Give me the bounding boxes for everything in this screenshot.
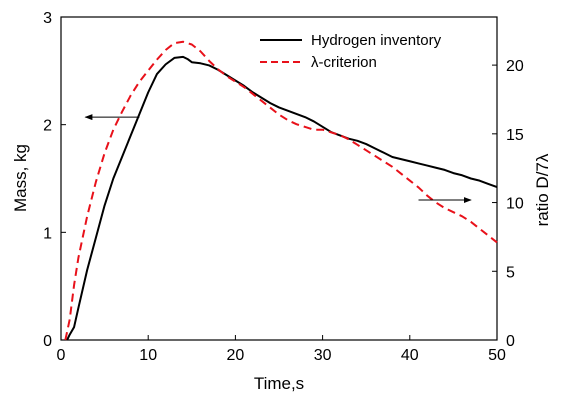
x-tick-label-2: 20	[227, 347, 245, 364]
y-left-tick-label-0: 0	[43, 333, 52, 350]
y-right-tick-label-1: 5	[506, 264, 515, 281]
legend: Hydrogen inventory λ-criterion	[260, 32, 442, 71]
y-right-tick-label-3: 15	[506, 127, 524, 144]
x-tick-label-1: 10	[139, 347, 157, 364]
y-right-tick-label-2: 10	[506, 196, 524, 213]
series-line-1	[64, 40, 498, 341]
y-right-axis-title: ratio D/7λ	[533, 153, 552, 226]
x-tick-label-4: 40	[401, 347, 419, 364]
x-tick-label-3: 30	[314, 347, 332, 364]
arrows-layer	[84, 114, 472, 204]
series-line-0	[66, 55, 498, 341]
y-left-tick-label-2: 2	[43, 118, 52, 135]
legend-label-lambda-criterion: λ-criterion	[311, 54, 377, 71]
plot-frame	[60, 16, 498, 341]
y-right-tick-label-4: 20	[506, 58, 524, 75]
y-left-tick-label-1: 1	[43, 225, 52, 242]
legend-label-hydrogen-inventory: Hydrogen inventory	[311, 32, 442, 49]
y-left-axis-title: Mass, kg	[11, 144, 30, 212]
y-right-tick-label-0: 0	[506, 333, 515, 350]
x-tick-label-5: 50	[488, 347, 506, 364]
series-layer	[64, 40, 498, 341]
x-tick-label-0: 0	[57, 347, 66, 364]
y-left-tick-label-3: 3	[43, 10, 52, 27]
x-axis-title: Time,s	[254, 374, 304, 393]
